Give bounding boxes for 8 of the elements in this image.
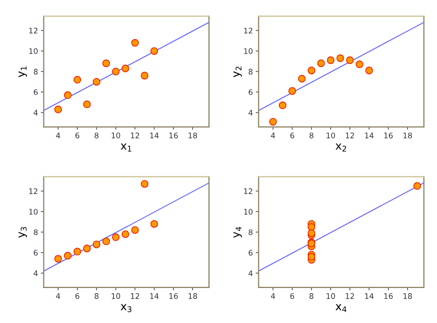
y-axis-title: y$_{4}$: [233, 226, 242, 238]
y-axis-title: y$_{3}$: [18, 227, 27, 238]
y-axis-title: y$_{1}$: [18, 66, 27, 78]
x-axis-title: x$_{1}$: [120, 144, 132, 152]
x-axis-title: x$_{4}$: [336, 304, 346, 312]
x-axis-title: x$_{2}$: [336, 144, 346, 152]
x-axis-title: x$_{3}$: [120, 304, 132, 312]
y-axis-title: y$_{2}$: [233, 66, 242, 78]
